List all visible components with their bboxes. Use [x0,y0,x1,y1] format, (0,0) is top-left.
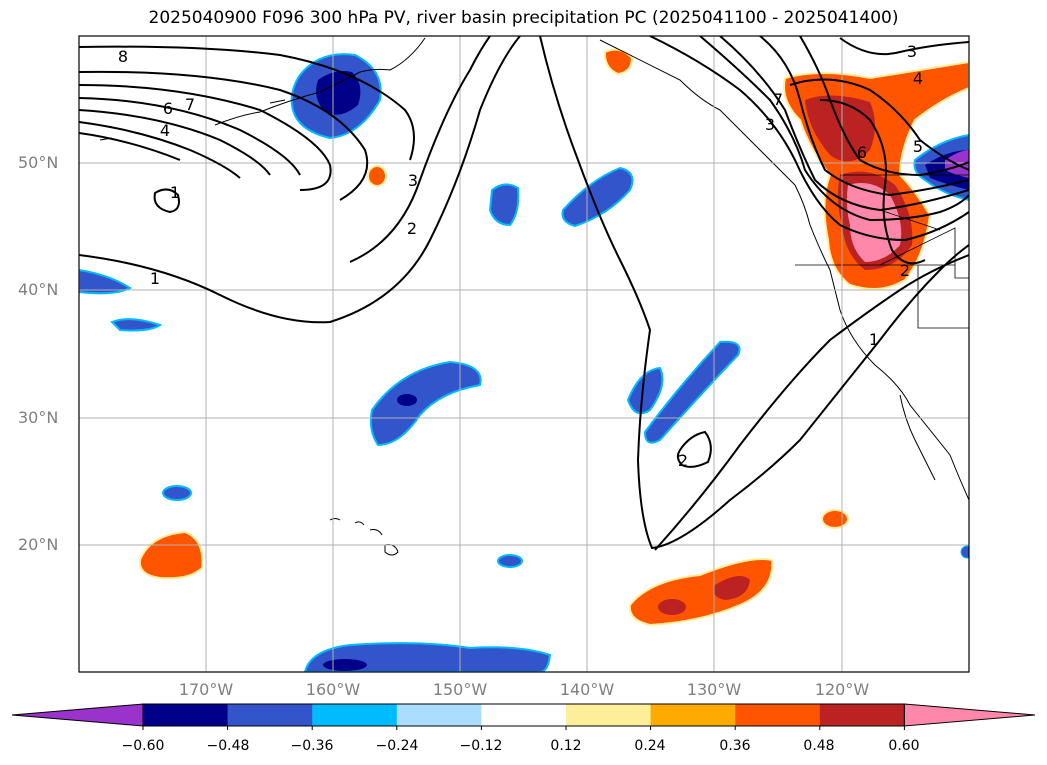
colorbar-tick: 0.48 [803,738,835,754]
colorbar-segment [396,704,482,726]
colorbar-tick: 0.12 [550,738,582,754]
contour-label: 5 [913,137,923,156]
lat-label-50n: 50°N [18,153,59,172]
colorbar-segment [650,704,736,726]
colorbar-segment [735,704,821,726]
lon-label-140w: 140°W [559,680,615,699]
colorbar-tick: −0.48 [206,738,250,754]
contour-label: 1 [869,330,879,349]
colorbar-segment [481,704,567,726]
colorbar-segment [143,704,229,726]
lon-label-120w: 120°W [814,680,870,699]
colorbar-extend-low [11,703,144,727]
lon-label-170w: 170°W [178,680,234,699]
colorbar-tick: −0.36 [290,738,334,754]
colorbar-frame [142,703,905,727]
map-title: 2025040900 F096 300 hPa PV, river basin … [148,8,899,28]
colorbar-segment [312,704,398,726]
lon-label-150w: 150°W [432,680,488,699]
contour-label: 7 [185,95,195,114]
contour-label: 3 [907,42,917,61]
colorbar-tick: −0.60 [121,738,165,754]
colorbar-tick: −0.24 [375,738,419,754]
colorbar-tick: −0.12 [459,738,503,754]
colorbar-tick: 0.60 [888,738,920,754]
contour-label: 1 [150,269,160,288]
contour-labels: 8 7 6 4 1 3 2 1 3 4 5 6 7 3 2 1 2 [118,42,923,470]
colorbar-segment [566,704,652,726]
contour-label: 1 [170,183,180,202]
precip-shading [79,48,969,672]
colorbar-tick: 0.36 [719,738,751,754]
contour-label: 4 [160,121,170,140]
lat-label-20n: 20°N [18,535,59,554]
contour-label: 2 [900,261,910,280]
contour-label: 4 [913,69,923,88]
contour-label: 2 [678,451,688,470]
contour-label: 3 [765,115,775,134]
lon-label-130w: 130°W [686,680,742,699]
map-frame [78,35,970,673]
contour-label: 6 [163,99,173,118]
lat-label-40n: 40°N [18,280,59,299]
colorbar-segment [227,704,313,726]
pv-contours [79,36,969,551]
contour-label: 2 [407,219,417,238]
contour-label: 8 [118,47,128,66]
colorbar-extend-high [903,703,1036,727]
colorbar-tick: 0.24 [634,738,666,754]
colorbar [11,703,1036,730]
lat-label-30n: 30°N [18,408,59,427]
lon-label-160w: 160°W [305,680,361,699]
contour-label: 7 [773,90,783,109]
contour-label: 6 [857,143,867,162]
colorbar-segment [819,704,905,726]
contour-label: 3 [408,171,418,190]
